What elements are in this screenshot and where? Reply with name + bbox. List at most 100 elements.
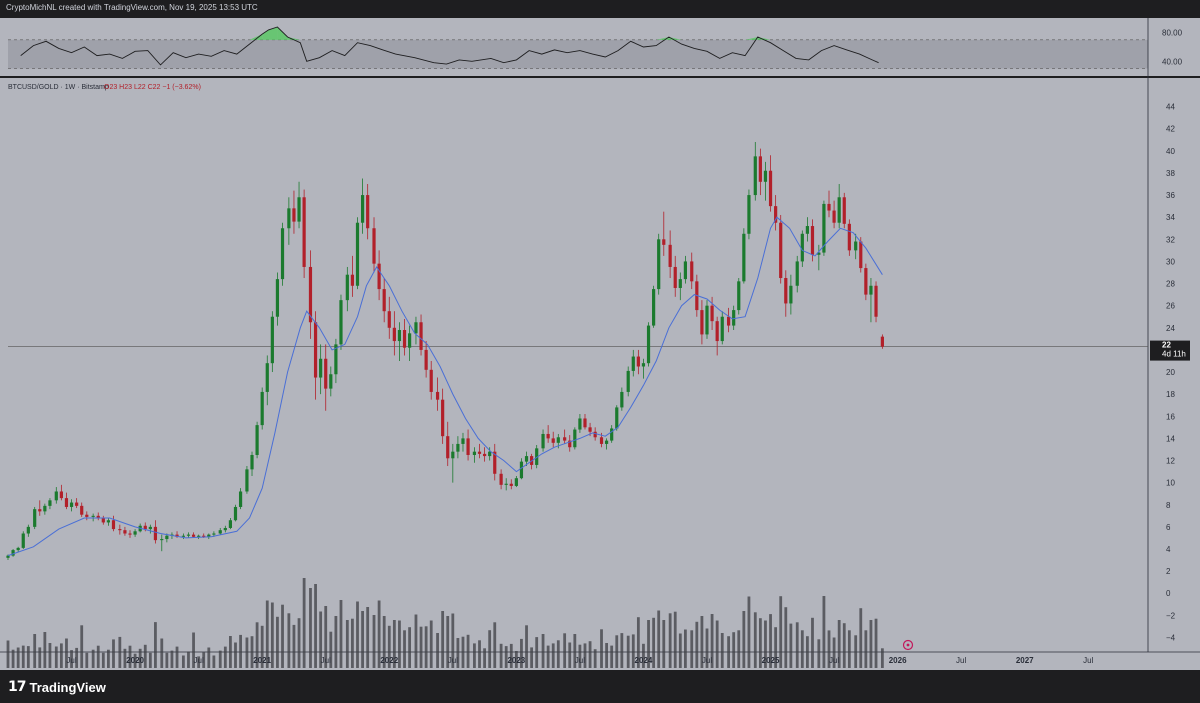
volume-bar bbox=[187, 651, 190, 668]
candle-body bbox=[583, 418, 587, 428]
candle-body bbox=[319, 358, 323, 378]
candle-body bbox=[350, 274, 355, 286]
tradingview-logo[interactable]: 17 TradingView bbox=[8, 679, 106, 695]
volume-bar bbox=[118, 636, 122, 668]
volume-bar bbox=[647, 620, 650, 668]
price-tick-label: 16 bbox=[1166, 412, 1175, 421]
volume-bar bbox=[234, 642, 237, 668]
volume-bar bbox=[345, 620, 349, 668]
volume-bar bbox=[324, 606, 328, 668]
volume-bar bbox=[429, 620, 433, 668]
volume-bar bbox=[75, 647, 79, 668]
rsi-tick-label: 80.00 bbox=[1162, 29, 1183, 38]
candle-body bbox=[16, 547, 20, 551]
volume-bar bbox=[101, 652, 105, 668]
candle-body bbox=[80, 505, 84, 515]
volume-bar bbox=[128, 645, 132, 668]
candle-body bbox=[456, 443, 460, 452]
volume-bar bbox=[556, 640, 560, 668]
candle-body bbox=[11, 550, 15, 556]
candle-body bbox=[207, 534, 211, 537]
candle-body bbox=[191, 534, 196, 537]
volume-bar bbox=[695, 621, 699, 668]
candle-body bbox=[864, 268, 868, 295]
rsi-overbought-fill bbox=[268, 27, 278, 40]
volume-bar bbox=[779, 596, 783, 668]
candle-body bbox=[308, 266, 313, 323]
volume-bar bbox=[154, 622, 157, 668]
candle-body bbox=[233, 506, 238, 521]
candle-body bbox=[424, 349, 428, 370]
volume-bar bbox=[441, 611, 445, 668]
price-tick-label: 36 bbox=[1166, 191, 1175, 200]
volume-bar bbox=[366, 607, 370, 668]
volume-bar bbox=[631, 634, 635, 668]
time-tick-label: Jul bbox=[702, 656, 712, 665]
volume-bar bbox=[96, 645, 100, 668]
volume-bar bbox=[483, 648, 486, 668]
price-tick-label: 34 bbox=[1166, 213, 1175, 222]
volume-bar bbox=[514, 651, 518, 668]
volume-bar bbox=[525, 625, 528, 668]
time-tick-label: 2021 bbox=[253, 656, 271, 665]
price-tick-label: 40 bbox=[1166, 147, 1175, 156]
tradingview-logo-mark: 17 bbox=[8, 679, 27, 695]
volume-bar bbox=[811, 617, 814, 668]
candle-body bbox=[128, 533, 132, 535]
volume-bar bbox=[880, 648, 884, 668]
volume-bar bbox=[700, 616, 704, 668]
price-tick-label: 30 bbox=[1166, 257, 1175, 266]
candle-body bbox=[270, 316, 274, 364]
time-tick-label: 2024 bbox=[635, 656, 653, 665]
candle-body bbox=[360, 195, 365, 223]
candle-body bbox=[33, 509, 37, 527]
volume-bar bbox=[123, 648, 127, 668]
volume-bar bbox=[578, 644, 582, 668]
candle-body bbox=[705, 305, 709, 335]
candle-body bbox=[593, 431, 597, 438]
volume-bar bbox=[398, 620, 401, 668]
candle-body bbox=[414, 322, 418, 334]
candle-body bbox=[75, 502, 79, 506]
candle-body bbox=[441, 399, 445, 437]
candle-body bbox=[847, 223, 851, 251]
candle-body bbox=[466, 438, 470, 455]
candle-body bbox=[720, 316, 724, 342]
volume-bar bbox=[207, 647, 211, 668]
volume-bar bbox=[54, 646, 58, 668]
volume-bars bbox=[6, 578, 884, 668]
volume-bar bbox=[678, 633, 682, 668]
price-tick-label: 4 bbox=[1166, 545, 1171, 554]
candle-body bbox=[250, 454, 254, 470]
volume-bar bbox=[334, 616, 338, 668]
candle-body bbox=[737, 281, 741, 311]
candle-body bbox=[524, 456, 529, 462]
candle-body bbox=[482, 453, 487, 457]
candle-body bbox=[197, 535, 201, 537]
rsi-line bbox=[20, 26, 879, 66]
volume-bar bbox=[715, 620, 719, 668]
volume-bar bbox=[473, 643, 476, 668]
candle-body bbox=[837, 197, 841, 223]
volume-bar bbox=[48, 643, 52, 668]
target-icon[interactable] bbox=[902, 639, 914, 651]
price-tick-label: −4 bbox=[1166, 633, 1176, 642]
volume-bar bbox=[753, 612, 757, 668]
volume-bar bbox=[683, 629, 687, 668]
price-tick-label: 2 bbox=[1166, 567, 1171, 576]
candle-body bbox=[727, 316, 731, 326]
volume-bar bbox=[720, 633, 724, 668]
volume-bar bbox=[276, 616, 279, 668]
candle-body bbox=[165, 535, 169, 540]
volume-bar bbox=[832, 637, 836, 668]
candle-body bbox=[101, 518, 105, 523]
time-tick-label: Jul bbox=[66, 656, 76, 665]
time-tick-label: Jul bbox=[575, 656, 585, 665]
volume-bar bbox=[573, 634, 577, 668]
volume-bar bbox=[583, 643, 587, 668]
candle-body bbox=[387, 311, 391, 328]
volume-bar bbox=[593, 649, 597, 668]
candle-body bbox=[160, 539, 164, 541]
candle-body bbox=[795, 261, 799, 286]
